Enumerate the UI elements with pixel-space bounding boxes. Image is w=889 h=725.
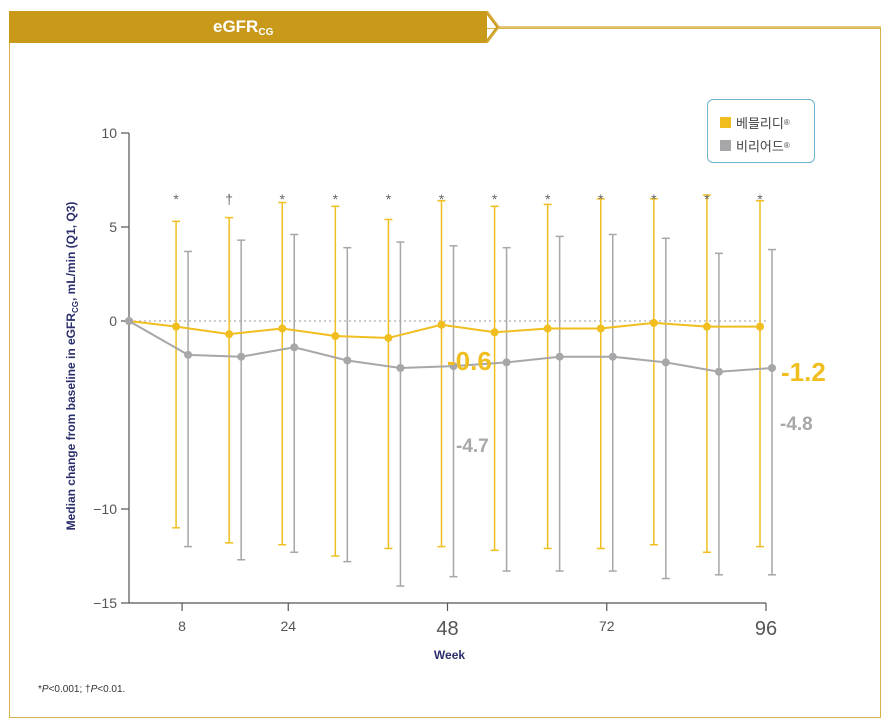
significance-mark: * — [651, 191, 657, 207]
data-point-series-a — [756, 322, 764, 331]
x-tick-label: 96 — [755, 618, 777, 640]
data-point-series-b — [608, 352, 617, 361]
significance-mark: * — [545, 191, 551, 207]
data-point-series-b — [661, 358, 670, 367]
data-point-series-b — [714, 367, 723, 376]
significance-mark: * — [704, 191, 710, 207]
y-tick-label: 10 — [101, 125, 117, 141]
data-point-series-b — [502, 358, 511, 367]
data-point-series-a — [437, 320, 446, 329]
significance-mark: † — [225, 191, 233, 207]
x-tick-label: 24 — [280, 618, 296, 634]
data-point-series-a — [702, 322, 711, 331]
data-point-series-a — [225, 330, 234, 339]
x-tick-label: 8 — [178, 618, 186, 634]
annotation-label: -4.8 — [780, 414, 813, 435]
significance-mark: * — [173, 191, 179, 207]
data-point-series-b — [449, 362, 458, 371]
legend-item-series-b: 비리어드 ® — [720, 136, 790, 155]
data-point-series-a — [278, 324, 287, 333]
data-point-series-b — [125, 317, 133, 325]
data-point-series-b — [555, 352, 564, 361]
significance-mark: * — [333, 191, 339, 207]
chart-title: eGFRCG — [213, 17, 274, 38]
significance-mark: * — [386, 191, 392, 207]
data-point-series-a — [490, 328, 499, 337]
legend-swatch-series-a — [720, 117, 731, 128]
y-tick-label: 5 — [109, 219, 117, 235]
data-point-series-b — [396, 364, 405, 372]
title-banner — [9, 11, 487, 43]
significance-mark: * — [598, 191, 604, 207]
y-axis-label: Median change from baseline in eGFRCG, m… — [64, 202, 80, 531]
data-point-series-a — [543, 324, 552, 333]
data-point-series-a — [172, 322, 181, 331]
data-point-series-b — [237, 352, 246, 361]
footnote: *P<0.001; †P<0.01. — [38, 684, 126, 695]
annotation-label: -0.6 — [447, 346, 492, 376]
y-tick-label: −15 — [93, 595, 117, 611]
legend: 베믈리디 ® 비리어드 ® — [707, 99, 815, 163]
x-tick-label: 72 — [599, 618, 615, 634]
legend-item-series-a: 베믈리디 ® — [720, 113, 790, 132]
data-point-series-b — [290, 343, 299, 352]
significance-mark: * — [492, 191, 498, 207]
significance-mark: * — [439, 191, 445, 207]
legend-label-series-b: 비리어드 — [736, 139, 784, 154]
significance-mark: * — [280, 191, 286, 207]
data-point-series-a — [384, 333, 393, 342]
annotation-label: -1.2 — [781, 357, 826, 387]
legend-label-series-a: 베믈리디 — [736, 116, 784, 131]
y-tick-label: −10 — [93, 501, 117, 517]
data-point-series-b — [184, 350, 193, 359]
annotation-label: -4.7 — [456, 436, 489, 457]
data-point-series-b — [768, 364, 776, 372]
legend-swatch-series-b — [720, 140, 731, 151]
data-point-series-a — [331, 332, 340, 341]
y-tick-label: 0 — [109, 313, 117, 329]
data-point-series-b — [343, 356, 352, 365]
data-point-series-a — [649, 318, 658, 327]
significance-mark: * — [757, 191, 763, 207]
data-point-series-a — [596, 324, 605, 333]
x-tick-label: 48 — [436, 618, 458, 640]
x-axis-label: Week — [434, 648, 465, 662]
